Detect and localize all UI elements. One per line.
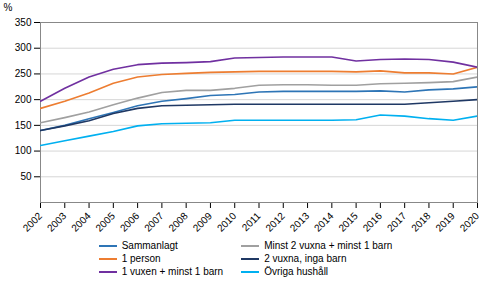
- svg-text:2004: 2004: [69, 210, 93, 234]
- svg-text:2018: 2018: [409, 210, 433, 234]
- svg-text:300: 300: [15, 42, 32, 53]
- svg-text:2007: 2007: [142, 210, 166, 234]
- svg-text:250: 250: [15, 68, 32, 79]
- html-text:2 vuxna, inga barn: 2 vuxna, inga barn: [264, 253, 347, 264]
- svg-text:2017: 2017: [385, 210, 409, 234]
- html-text:Minst 2 vuxna + minst 1 barn: Minst 2 vuxna + minst 1 barn: [264, 240, 393, 251]
- svg-text:2003: 2003: [45, 210, 69, 234]
- svg-text:2011: 2011: [240, 210, 263, 233]
- html-text:Sammanlagt: Sammanlagt: [121, 240, 178, 251]
- svg-text:2005: 2005: [93, 210, 117, 234]
- svg-text:2015: 2015: [336, 210, 360, 234]
- svg-text:2020: 2020: [458, 210, 482, 234]
- svg-text:2010: 2010: [215, 210, 239, 234]
- svg-text:50: 50: [20, 171, 32, 182]
- svg-text:150: 150: [15, 120, 32, 131]
- svg-text:%: %: [4, 2, 13, 13]
- svg-text:350: 350: [15, 17, 32, 28]
- html-text:Övriga hushåll: Övriga hushåll: [264, 266, 329, 277]
- svg-text:2016: 2016: [361, 210, 385, 234]
- svg-text:100: 100: [15, 145, 32, 156]
- svg-text:200: 200: [15, 94, 32, 105]
- svg-text:2014: 2014: [312, 210, 336, 234]
- svg-text:2002: 2002: [21, 210, 45, 234]
- html-text:1 person: 1 person: [121, 253, 161, 264]
- html-text:1 vuxen + minst 1 barn: 1 vuxen + minst 1 barn: [121, 266, 224, 277]
- svg-text:2019: 2019: [433, 210, 457, 234]
- svg-text:2013: 2013: [288, 210, 312, 234]
- svg-text:2012: 2012: [263, 210, 287, 234]
- svg-text:2009: 2009: [191, 210, 215, 234]
- svg-text:2008: 2008: [166, 210, 190, 234]
- svg-text:2006: 2006: [118, 210, 142, 234]
